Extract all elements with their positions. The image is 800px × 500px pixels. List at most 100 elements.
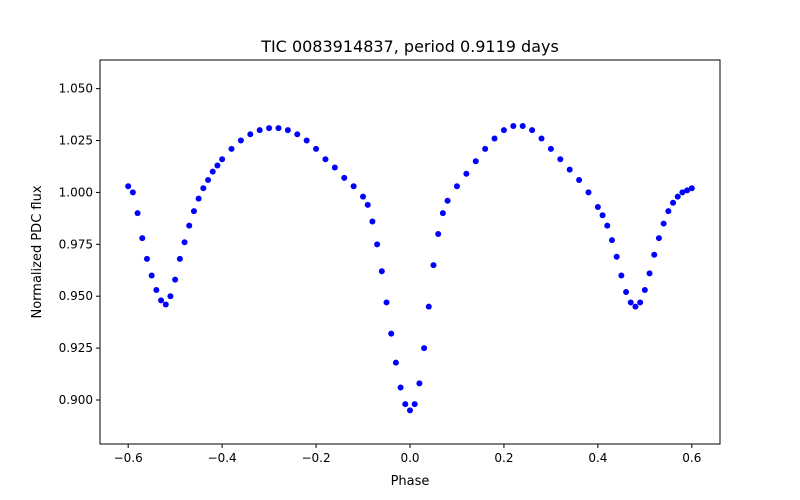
data-point [200, 185, 207, 192]
data-point [402, 401, 409, 408]
data-point [360, 193, 367, 200]
data-point [374, 241, 381, 248]
data-point [205, 176, 212, 183]
data-point [176, 255, 183, 262]
data-point [153, 286, 160, 293]
data-point [331, 164, 338, 171]
data-point [383, 299, 390, 306]
x-tick-label: 0.0 [400, 451, 419, 465]
data-point [392, 359, 399, 366]
data-points [125, 123, 695, 414]
data-point [143, 255, 150, 262]
data-point [482, 145, 489, 152]
data-point [547, 145, 554, 152]
y-tick-label: 0.925 [59, 341, 93, 355]
x-axis-label: Phase [391, 474, 430, 489]
data-point [453, 183, 460, 190]
data-point [148, 272, 155, 279]
data-point [519, 123, 526, 130]
data-point [604, 222, 611, 229]
x-tick-label: 0.6 [682, 451, 701, 465]
data-point [228, 145, 235, 152]
data-point [209, 168, 216, 175]
data-point [139, 235, 146, 242]
data-point [421, 345, 428, 352]
data-point [637, 299, 644, 306]
y-tick-label: 1.050 [59, 82, 93, 96]
data-point [266, 125, 273, 132]
data-point [181, 239, 188, 246]
data-point [134, 210, 141, 217]
data-point [439, 210, 446, 217]
data-point [407, 407, 413, 414]
data-point [341, 174, 348, 181]
data-point [430, 262, 437, 269]
y-tick-label: 0.975 [59, 237, 93, 251]
y-axis-label: Normalized PDC flux [30, 185, 45, 318]
data-point [684, 187, 691, 194]
data-point [129, 189, 136, 196]
data-point [322, 156, 329, 163]
x-tick-label: 0.2 [494, 451, 513, 465]
data-point [172, 276, 179, 283]
data-point [214, 162, 221, 169]
data-point [411, 401, 418, 408]
data-point [378, 268, 385, 275]
data-point [158, 297, 165, 304]
data-point [674, 193, 681, 200]
x-tick-label: −0.2 [301, 451, 330, 465]
data-point [425, 303, 432, 310]
data-point [162, 301, 169, 308]
data-point [576, 176, 583, 183]
data-point [510, 123, 517, 130]
data-point [599, 212, 606, 219]
data-point [613, 253, 620, 260]
data-point [435, 230, 442, 237]
y-tick-label: 0.950 [59, 289, 93, 303]
data-point [670, 199, 677, 206]
data-point [688, 185, 695, 192]
data-point [237, 137, 244, 144]
y-tick-label: 1.025 [59, 134, 93, 148]
data-point [651, 251, 658, 258]
x-tick-label: −0.4 [208, 451, 237, 465]
data-point [219, 156, 226, 163]
data-point [627, 299, 634, 306]
data-point [585, 189, 592, 196]
x-tick-label: −0.6 [114, 451, 143, 465]
data-point [655, 235, 662, 242]
data-point [623, 289, 630, 296]
data-point [557, 156, 564, 163]
x-tick-label: 0.4 [588, 451, 607, 465]
data-point [444, 197, 451, 204]
data-point [500, 127, 507, 134]
data-point [186, 222, 193, 229]
data-point [679, 189, 686, 196]
y-tick-label: 1.000 [59, 185, 93, 199]
data-point [190, 208, 197, 215]
data-point [397, 384, 404, 391]
data-point [641, 286, 648, 293]
data-point [369, 218, 376, 225]
data-point [416, 380, 423, 387]
data-point [646, 270, 653, 277]
x-axis: −0.6 −0.4 −0.2 0.0 0.2 0.4 0.6 [114, 444, 701, 465]
data-point [594, 203, 601, 210]
chart-title: TIC 0083914837, period 0.9119 days [260, 37, 559, 56]
data-point [529, 127, 536, 134]
data-point [350, 183, 357, 190]
data-point [313, 145, 320, 152]
data-point [364, 201, 371, 208]
data-point [195, 195, 202, 202]
data-point [284, 127, 291, 134]
data-point [125, 183, 132, 190]
data-point [566, 166, 573, 173]
data-point [303, 137, 310, 144]
data-point [388, 330, 395, 337]
data-point [472, 158, 479, 165]
data-point [463, 170, 470, 177]
data-point [167, 293, 174, 300]
y-tick-label: 0.900 [59, 393, 93, 407]
